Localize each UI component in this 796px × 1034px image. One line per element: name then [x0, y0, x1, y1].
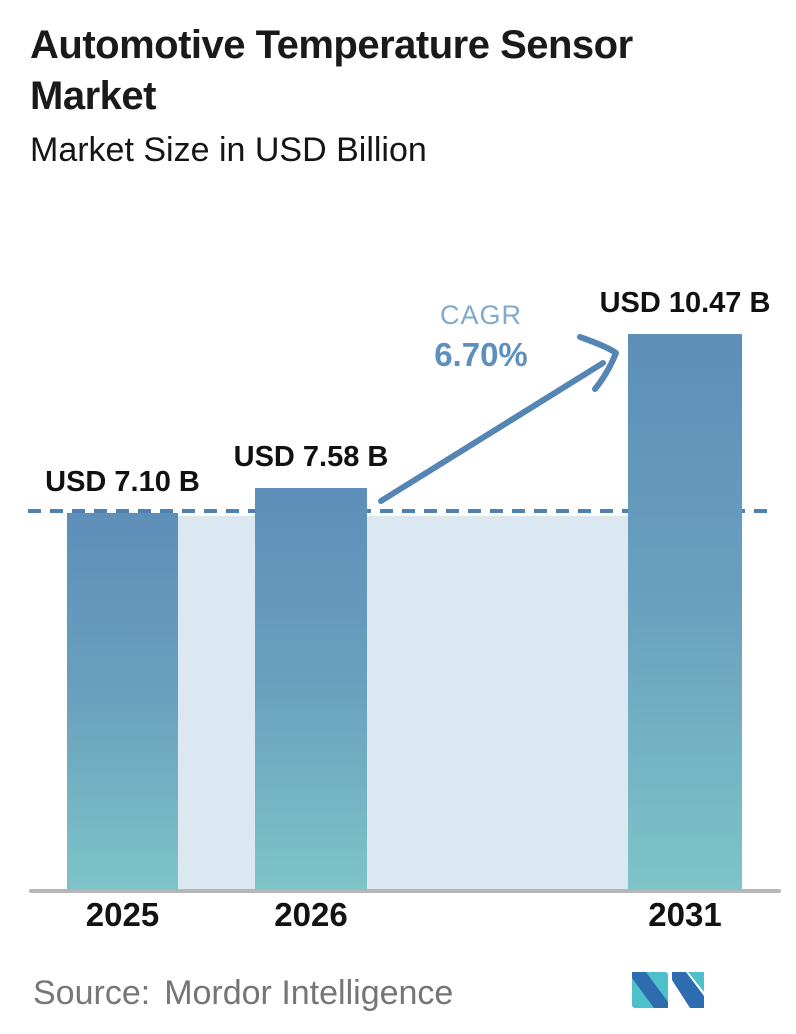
cagr-value: 6.70% [434, 336, 528, 373]
bar-group-2031: USD 10.47 B 2031 [600, 0, 771, 1034]
bar-2025 [67, 513, 178, 890]
mordor-intelligence-logo-icon [632, 972, 704, 1008]
bar-group-2025: USD 7.10 B 2025 [45, 0, 200, 1034]
bar-2031 [628, 334, 742, 890]
bar-value-label: USD 7.58 B [233, 441, 389, 473]
source-value: Mordor Intelligence [164, 974, 454, 1012]
dashed-reference-line [28, 509, 770, 513]
x-tick-2026: 2026 [274, 896, 348, 933]
x-tick-2031: 2031 [648, 896, 722, 933]
bar-2026 [255, 488, 367, 890]
source-label: Source: [33, 974, 151, 1012]
x-axis-line [29, 889, 781, 893]
bar-value-label: USD 10.47 B [599, 287, 771, 319]
bar-value-label: USD 7.10 B [45, 466, 200, 498]
chart-subtitle: Market Size in USD Billion [30, 131, 427, 169]
cagr-annotation: CAGR 6.70% [391, 300, 571, 374]
cagr-label: CAGR [439, 300, 522, 330]
x-tick-2025: 2025 [85, 896, 160, 933]
bar-group-2026: USD 7.58 B 2026 [234, 0, 389, 1034]
source-line: Source: Mordor Intelligence [33, 974, 453, 1013]
chart-title: Automotive Temperature Sensor Market [30, 23, 633, 118]
